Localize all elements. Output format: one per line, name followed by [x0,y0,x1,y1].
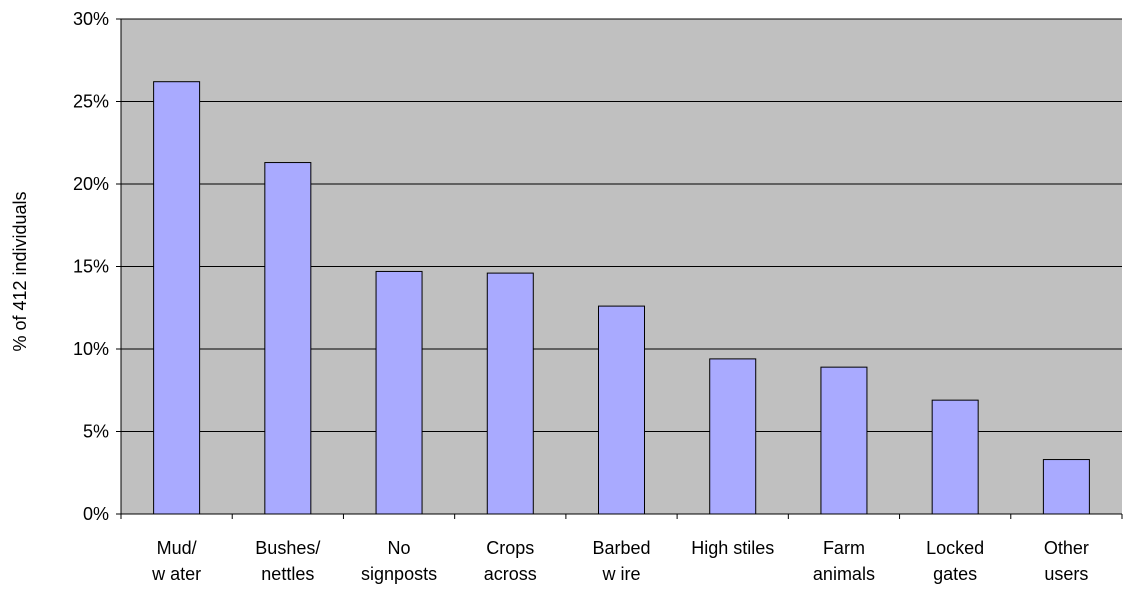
x-tick-label: No signposts [361,538,437,584]
x-tick-label: Other users [1044,538,1089,584]
y-axis-label: % of 412 individuals [10,191,30,351]
x-tick-labels: Mud/w ater Bushes/nettles No signposts Crops… [151,538,1089,584]
x-tick-label: High stiles [691,538,774,558]
y-tick-label: 25% [73,92,109,112]
y-tick-label: 15% [73,257,109,277]
bars [153,81,1090,515]
bar [820,366,868,515]
bar [598,305,645,515]
y-tick-label: 20% [73,174,109,194]
y-tick-label: 0% [83,504,109,524]
x-tick-label: Locked gates [926,538,984,584]
x-tick-label: Bushes/nettles [255,538,320,584]
axes [116,18,1123,519]
bar [709,358,757,515]
bar [1042,459,1090,515]
x-tick-label: Farm animals [813,538,875,584]
x-tick-label: Crops across [484,538,537,584]
y-tick-label: 5% [83,422,109,442]
bar [153,81,201,515]
y-tick-label: 30% [73,9,109,29]
x-tick-label: Barbed w ire [592,538,650,584]
y-tick-label: 10% [73,339,109,359]
bar [486,272,534,515]
bar [375,270,423,515]
bar [264,162,312,515]
x-tick-label: Mud/w ater [151,538,201,584]
bar [931,399,979,515]
y-tick-labels: 0% 5% 10% 15% 20% 25% 30% [73,9,109,524]
